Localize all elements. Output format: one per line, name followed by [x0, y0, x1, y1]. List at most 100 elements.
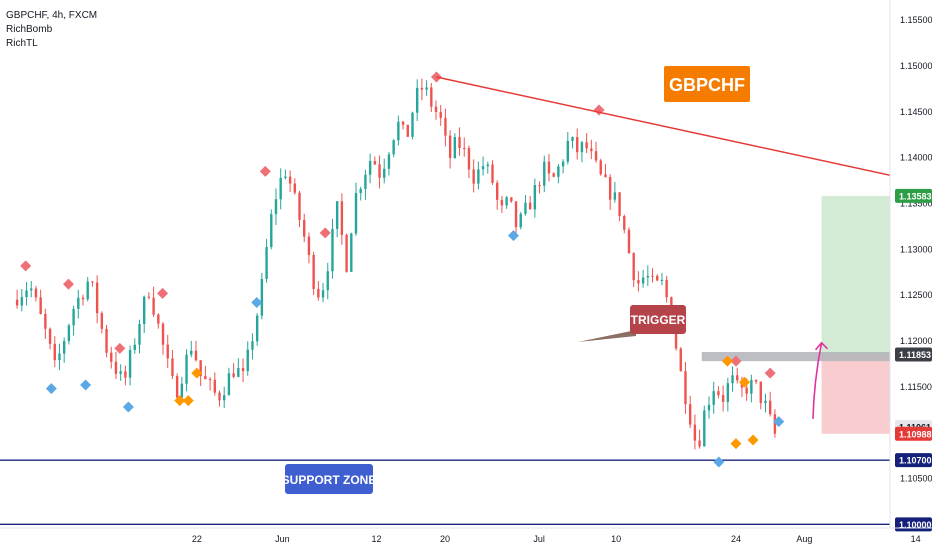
- candle-body: [62, 341, 66, 354]
- candle-body: [703, 410, 706, 447]
- candle: [246, 341, 249, 376]
- legend-symbol[interactable]: GBPCHF, 4h, FXCM: [6, 10, 97, 21]
- candle: [543, 155, 546, 193]
- sell-signal: [114, 342, 126, 354]
- candle: [34, 285, 38, 302]
- candle-body: [679, 348, 682, 372]
- candle: [15, 289, 19, 309]
- candle-body: [632, 253, 635, 281]
- candle: [514, 201, 518, 235]
- price-tick-label: 1.15000: [900, 61, 932, 71]
- trigger-pointer: [578, 330, 636, 342]
- candle-body: [383, 168, 386, 178]
- candle: [100, 311, 104, 334]
- candle: [223, 386, 226, 409]
- candle: [750, 374, 753, 403]
- candle-body: [561, 161, 565, 167]
- candle-body: [571, 137, 574, 141]
- buy-signal: [713, 456, 725, 468]
- price-tag-text: 1.11853: [899, 350, 931, 360]
- candle: [124, 365, 127, 386]
- candle: [25, 282, 28, 306]
- candle-body: [25, 290, 28, 298]
- candle: [496, 180, 499, 210]
- candle: [576, 128, 579, 160]
- legend-indicator-richbomb[interactable]: RichBomb: [6, 24, 53, 35]
- candle: [411, 111, 414, 140]
- candle: [241, 358, 245, 383]
- candle-body: [387, 154, 391, 169]
- candle: [505, 195, 508, 209]
- candle: [190, 340, 193, 358]
- candle: [237, 358, 240, 378]
- candle: [48, 327, 52, 350]
- candle: [298, 190, 301, 228]
- candle: [453, 133, 457, 159]
- candle-body: [453, 137, 457, 158]
- candle-body: [618, 192, 621, 217]
- candle-body: [768, 400, 772, 415]
- candle: [552, 172, 555, 178]
- candle-body: [608, 177, 612, 200]
- trigger-box: [630, 305, 686, 334]
- legend-indicator-richtl[interactable]: RichTL: [6, 38, 38, 49]
- candle: [566, 131, 570, 165]
- candle: [105, 324, 108, 358]
- candle-body: [171, 358, 174, 377]
- candle-body: [566, 140, 570, 162]
- price-tick-label: 1.12500: [900, 290, 932, 300]
- candle: [62, 337, 66, 363]
- candle: [401, 120, 405, 130]
- candle-body: [430, 87, 433, 107]
- sell-signal: [593, 104, 605, 116]
- candle-body: [467, 148, 471, 170]
- candle-body: [213, 379, 216, 393]
- candle: [736, 367, 739, 384]
- trigger-text: TRIGGER: [631, 313, 686, 327]
- candle-body: [444, 117, 447, 136]
- candle: [208, 377, 212, 391]
- buy-signal: [507, 230, 519, 242]
- time-axis[interactable]: 22Jun1220Jul1024Aug1422Sep11: [192, 534, 932, 544]
- candle: [359, 186, 362, 201]
- candle: [528, 195, 532, 210]
- candle: [373, 156, 377, 166]
- candle: [91, 281, 94, 287]
- candle: [383, 158, 386, 184]
- candle-body: [307, 236, 311, 256]
- candle-body: [707, 404, 711, 411]
- candle: [703, 405, 706, 447]
- candle-body: [585, 142, 588, 149]
- candle-body: [731, 375, 734, 384]
- candle-body: [317, 288, 320, 298]
- candle: [472, 159, 475, 193]
- candle-body: [241, 368, 245, 372]
- candle: [430, 82, 433, 113]
- price-tick-label: 1.14500: [900, 107, 932, 117]
- price-tag-text: 1.10988: [899, 429, 932, 439]
- candle-body: [255, 315, 259, 342]
- candle-body: [265, 247, 268, 280]
- candle: [594, 141, 598, 163]
- candle: [524, 195, 527, 216]
- candle-body: [759, 381, 762, 404]
- candle-body: [698, 440, 701, 447]
- candle: [557, 163, 560, 184]
- candle: [510, 197, 513, 203]
- candle-body: [237, 368, 240, 377]
- symbol-badge-box: [664, 66, 750, 102]
- candle: [726, 377, 730, 412]
- candle: [114, 351, 118, 379]
- candle-body: [594, 151, 598, 161]
- candle-body: [660, 279, 664, 281]
- candle: [590, 139, 593, 160]
- price-tag-text: 1.10000: [899, 520, 932, 530]
- candle-body: [157, 314, 160, 324]
- candle-body: [623, 216, 626, 230]
- candle: [317, 281, 320, 301]
- candle-body: [246, 349, 249, 372]
- trendline[interactable]: [436, 76, 932, 242]
- projection-arrow[interactable]: [812, 342, 823, 419]
- candle-body: [142, 296, 146, 324]
